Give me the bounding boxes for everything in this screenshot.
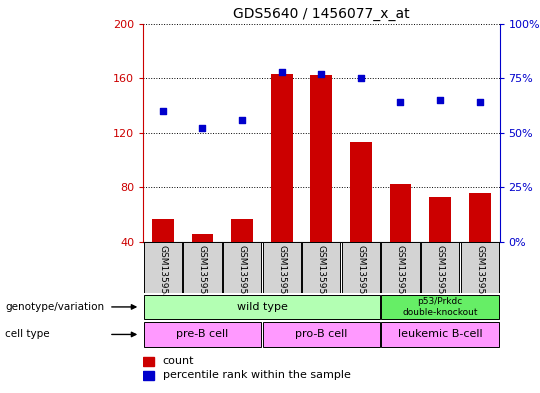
Bar — [271, 74, 293, 242]
Text: genotype/variation: genotype/variation — [5, 302, 105, 312]
Bar — [144, 242, 182, 293]
Bar — [152, 219, 174, 242]
Point — [396, 99, 405, 105]
Bar — [302, 242, 340, 293]
Text: GSM1359553: GSM1359553 — [436, 245, 444, 306]
Point — [238, 116, 246, 123]
Text: count: count — [163, 356, 194, 366]
Bar — [429, 197, 451, 242]
Bar — [144, 322, 261, 347]
Text: GSM1359551: GSM1359551 — [238, 245, 247, 306]
Bar — [469, 193, 490, 242]
Text: leukemic B-cell: leukemic B-cell — [398, 329, 482, 340]
Bar — [461, 242, 499, 293]
Bar — [231, 219, 253, 242]
Text: GSM1359557: GSM1359557 — [356, 245, 366, 306]
Text: GSM1359554: GSM1359554 — [475, 245, 484, 306]
Bar — [262, 322, 380, 347]
Text: GSM1359549: GSM1359549 — [158, 245, 167, 306]
Bar — [143, 357, 154, 365]
Text: wild type: wild type — [237, 302, 288, 312]
Title: GDS5640 / 1456077_x_at: GDS5640 / 1456077_x_at — [233, 7, 410, 21]
Point — [159, 108, 167, 114]
Text: GSM1359555: GSM1359555 — [277, 245, 286, 306]
Bar — [192, 233, 213, 242]
Bar — [184, 242, 221, 293]
Point — [317, 71, 326, 77]
Bar — [381, 242, 420, 293]
Text: GSM1359550: GSM1359550 — [198, 245, 207, 306]
Bar — [342, 242, 380, 293]
Text: pre-B cell: pre-B cell — [177, 329, 228, 340]
Bar — [381, 322, 499, 347]
Bar — [262, 242, 301, 293]
Text: cell type: cell type — [5, 329, 50, 340]
Text: p53/Prkdc
double-knockout: p53/Prkdc double-knockout — [402, 297, 478, 317]
Point — [436, 97, 444, 103]
Text: pro-B cell: pro-B cell — [295, 329, 347, 340]
Bar — [143, 371, 154, 380]
Bar — [223, 242, 261, 293]
Bar — [310, 75, 332, 242]
Bar — [389, 184, 411, 242]
Bar — [144, 295, 380, 319]
Text: GSM1359556: GSM1359556 — [317, 245, 326, 306]
Bar — [381, 295, 499, 319]
Point — [278, 68, 286, 75]
Text: percentile rank within the sample: percentile rank within the sample — [163, 371, 350, 380]
Bar — [421, 242, 459, 293]
Text: GSM1359552: GSM1359552 — [396, 245, 405, 306]
Point — [475, 99, 484, 105]
Point — [198, 125, 207, 131]
Point — [356, 75, 365, 81]
Bar — [350, 142, 372, 242]
